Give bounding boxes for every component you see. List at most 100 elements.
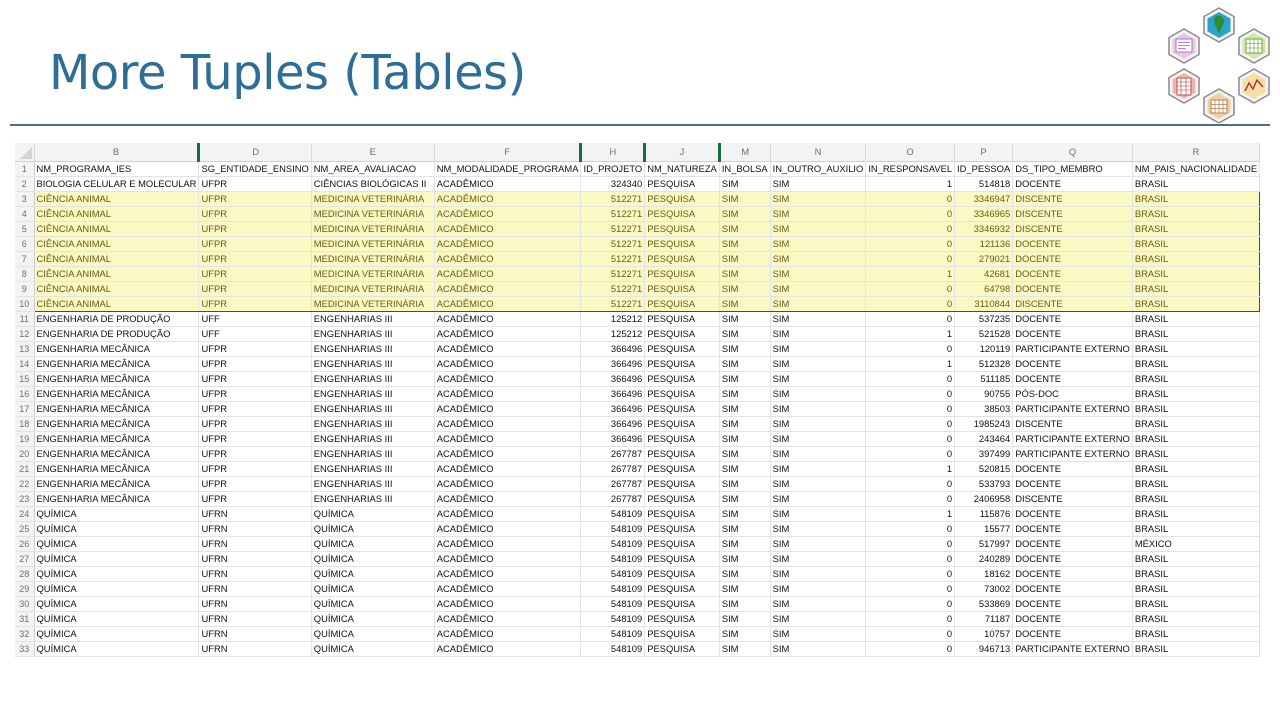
cell-f22[interactable]: ACADÊMICO <box>434 476 582 492</box>
cell-b29[interactable]: QUÍMICA <box>34 581 200 597</box>
cell-o28[interactable]: 0 <box>865 566 956 582</box>
row-header[interactable]: 26 <box>15 536 35 552</box>
cell-n9[interactable]: SIM <box>770 281 867 297</box>
cell-e5[interactable]: MEDICINA VETERINÁRIA <box>311 221 435 237</box>
cell-d33[interactable]: UFRN <box>198 641 312 657</box>
cell-p22[interactable]: 533793 <box>954 476 1014 492</box>
cell-h19[interactable]: 366496 <box>580 431 646 447</box>
cell-b19[interactable]: ENGENHARIA MECÂNICA <box>34 431 200 447</box>
cell-f15[interactable]: ACADÊMICO <box>434 371 582 387</box>
cell-e23[interactable]: ENGENHARIAS III <box>311 491 435 507</box>
cell-f12[interactable]: ACADÊMICO <box>434 326 582 342</box>
cell-m23[interactable]: SIM <box>719 491 771 507</box>
cell-r31[interactable]: BRASIL <box>1132 611 1261 627</box>
cell-h2[interactable]: 324340 <box>580 176 646 192</box>
cell-d12[interactable]: UFF <box>198 326 312 342</box>
cell-b22[interactable]: ENGENHARIA MECÂNICA <box>34 476 200 492</box>
row-header[interactable]: 17 <box>15 401 35 417</box>
cell-d23[interactable]: UFPR <box>198 491 312 507</box>
row-header[interactable]: 19 <box>15 431 35 447</box>
cell-o2[interactable]: 1 <box>865 176 956 192</box>
cell-e4[interactable]: MEDICINA VETERINÁRIA <box>311 206 435 222</box>
cell-q14[interactable]: DOCENTE <box>1012 356 1133 372</box>
cell-p27[interactable]: 240289 <box>954 551 1014 567</box>
cell-m15[interactable]: SIM <box>719 371 771 387</box>
cell-r22[interactable]: BRASIL <box>1132 476 1261 492</box>
cell-m20[interactable]: SIM <box>719 446 771 462</box>
column-header-q[interactable]: Q <box>1012 143 1133 162</box>
cell-p11[interactable]: 537235 <box>954 311 1014 327</box>
cell-f2[interactable]: ACADÊMICO <box>434 176 582 192</box>
cell-d28[interactable]: UFRN <box>198 566 312 582</box>
cell-m14[interactable]: SIM <box>719 356 771 372</box>
cell-o8[interactable]: 1 <box>865 266 956 282</box>
row-header[interactable]: 23 <box>15 491 35 507</box>
cell-d32[interactable]: UFRN <box>198 626 312 642</box>
cell-o22[interactable]: 0 <box>865 476 956 492</box>
cell-r20[interactable]: BRASIL <box>1132 446 1261 462</box>
cell-p2[interactable]: 514818 <box>954 176 1014 192</box>
cell-h7[interactable]: 512271 <box>580 251 646 267</box>
cell-q1[interactable]: DS_TIPO_MEMBRO <box>1012 161 1133 177</box>
column-header-d[interactable]: D <box>197 143 312 162</box>
cell-f1[interactable]: NM_MODALIDADE_PROGRAMA <box>434 161 582 177</box>
cell-q11[interactable]: DOCENTE <box>1012 311 1133 327</box>
cell-h23[interactable]: 267787 <box>580 491 646 507</box>
row-header[interactable]: 20 <box>15 446 35 462</box>
cell-o16[interactable]: 0 <box>865 386 956 402</box>
cell-p7[interactable]: 279021 <box>954 251 1014 267</box>
cell-j25[interactable]: PESQUISA <box>644 521 720 537</box>
cell-b5[interactable]: CIÊNCIA ANIMAL <box>33 221 200 237</box>
cell-e32[interactable]: QUÍMICA <box>311 626 435 642</box>
cell-n14[interactable]: SIM <box>770 356 867 372</box>
cell-e3[interactable]: MEDICINA VETERINÁRIA <box>311 190 435 207</box>
cell-n22[interactable]: SIM <box>770 476 867 492</box>
cell-d2[interactable]: UFPR <box>198 176 312 192</box>
cell-q21[interactable]: DOCENTE <box>1012 461 1133 477</box>
cell-q25[interactable]: DOCENTE <box>1012 521 1133 537</box>
cell-p18[interactable]: 1985243 <box>954 416 1014 432</box>
cell-h9[interactable]: 512271 <box>580 281 646 297</box>
cell-m11[interactable]: SIM <box>719 311 771 327</box>
row-header[interactable]: 2 <box>15 176 35 192</box>
cell-b7[interactable]: CIÊNCIA ANIMAL <box>33 251 200 267</box>
cell-n1[interactable]: IN_OUTRO_AUXILIO <box>770 161 867 177</box>
row-header[interactable]: 12 <box>15 326 35 342</box>
cell-d4[interactable]: UFPR <box>198 206 312 222</box>
cell-m19[interactable]: SIM <box>719 431 771 447</box>
cell-o24[interactable]: 1 <box>865 506 956 522</box>
cell-d17[interactable]: UFPR <box>198 401 312 417</box>
cell-p15[interactable]: 511185 <box>954 371 1014 387</box>
cell-h25[interactable]: 548109 <box>580 521 646 537</box>
cell-o27[interactable]: 0 <box>865 551 956 567</box>
cell-e12[interactable]: ENGENHARIAS III <box>311 326 435 342</box>
cell-m2[interactable]: SIM <box>719 176 771 192</box>
cell-e22[interactable]: ENGENHARIAS III <box>311 476 435 492</box>
cell-d24[interactable]: UFRN <box>198 506 312 522</box>
row-header[interactable]: 16 <box>15 386 35 402</box>
cell-m8[interactable]: SIM <box>719 266 771 282</box>
cell-r16[interactable]: BRASIL <box>1132 386 1261 402</box>
cell-j20[interactable]: PESQUISA <box>644 446 720 462</box>
cell-m16[interactable]: SIM <box>719 386 771 402</box>
cell-d10[interactable]: UFPR <box>198 296 312 312</box>
cell-h15[interactable]: 366496 <box>580 371 646 387</box>
cell-j7[interactable]: PESQUISA <box>644 251 720 267</box>
cell-b2[interactable]: BIOLOGIA CELULAR E MOLECULAR <box>34 176 200 192</box>
cell-h6[interactable]: 512271 <box>580 236 646 252</box>
column-header-e[interactable]: E <box>311 143 435 162</box>
row-header[interactable]: 9 <box>15 281 35 297</box>
cell-h13[interactable]: 366496 <box>580 341 646 357</box>
cell-j9[interactable]: PESQUISA <box>644 281 720 297</box>
row-header[interactable]: 24 <box>15 506 35 522</box>
cell-b16[interactable]: ENGENHARIA MECÂNICA <box>34 386 200 402</box>
cell-e19[interactable]: ENGENHARIAS III <box>311 431 435 447</box>
cell-q26[interactable]: DOCENTE <box>1012 536 1133 552</box>
cell-o3[interactable]: 0 <box>865 190 956 207</box>
cell-m28[interactable]: SIM <box>719 566 771 582</box>
cell-n23[interactable]: SIM <box>770 491 867 507</box>
cell-f28[interactable]: ACADÊMICO <box>434 566 582 582</box>
cell-h24[interactable]: 548109 <box>580 506 646 522</box>
cell-m18[interactable]: SIM <box>719 416 771 432</box>
cell-p20[interactable]: 397499 <box>954 446 1014 462</box>
